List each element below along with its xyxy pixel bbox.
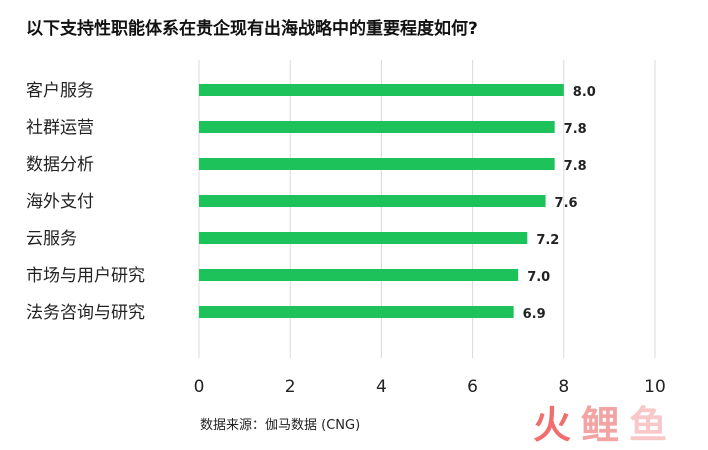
bar	[199, 232, 528, 244]
x-tick-labels: 0 2 4 6 8 10	[194, 377, 666, 397]
bar	[199, 269, 519, 281]
bar	[199, 195, 546, 207]
bars	[199, 84, 564, 318]
bar	[199, 121, 555, 133]
bar	[199, 306, 514, 318]
chart-title: 以下支持性职能体系在贵企现有出海战略中的重要程度如何?	[26, 19, 478, 39]
category-label: 市场与用户研究	[26, 266, 145, 286]
category-label: 客户服务	[26, 81, 94, 101]
value-label: 7.0	[527, 270, 550, 285]
value-label: 8.0	[573, 85, 596, 100]
x-tick-label: 2	[285, 377, 296, 397]
bar	[199, 158, 555, 170]
x-tick-label: 4	[376, 377, 387, 397]
value-label: 7.2	[536, 233, 559, 248]
category-label: 云服务	[26, 229, 77, 249]
category-label: 社群运营	[26, 118, 94, 138]
category-label: 海外支付	[26, 192, 94, 212]
x-tick-label: 8	[558, 377, 569, 397]
logo-glyph: 火	[533, 403, 571, 446]
category-label: 法务咨询与研究	[26, 303, 145, 323]
x-tick-label: 10	[644, 377, 666, 397]
x-tick-label: 6	[467, 377, 478, 397]
brand-logo: 火 鲤 鱼	[533, 403, 667, 446]
x-tick-label: 0	[194, 377, 205, 397]
value-labels: 8.0 7.8 7.8 7.6 7.2 7.0 6.9	[523, 85, 596, 322]
logo-glyph: 鲤	[581, 403, 619, 446]
value-label: 7.8	[564, 122, 587, 137]
bar	[199, 84, 564, 96]
value-label: 7.8	[564, 159, 587, 174]
data-source: 数据来源：伽马数据 (CNG)	[200, 418, 361, 433]
logo-glyph: 鱼	[629, 403, 667, 446]
category-label: 数据分析	[26, 155, 94, 175]
value-label: 6.9	[523, 307, 546, 322]
value-label: 7.6	[555, 196, 578, 211]
